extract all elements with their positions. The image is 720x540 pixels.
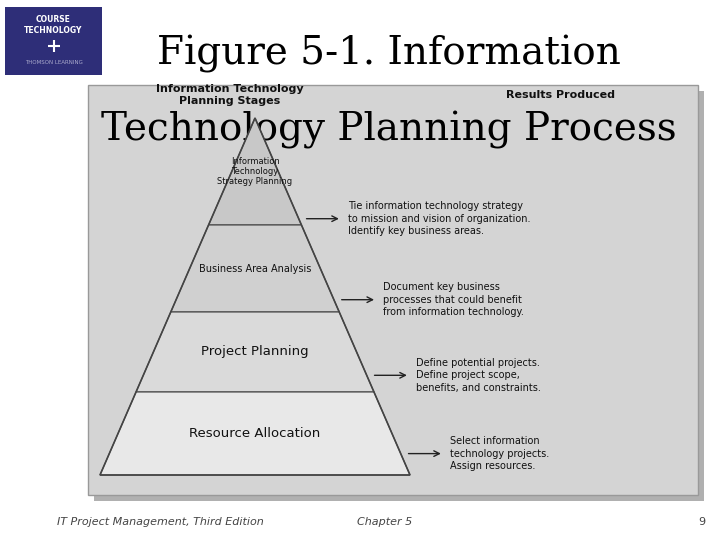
Text: Figure 5-1. Information: Figure 5-1. Information (157, 35, 621, 73)
Polygon shape (100, 392, 410, 475)
Text: COURSE: COURSE (36, 15, 71, 24)
Text: Project Planning: Project Planning (201, 346, 309, 359)
Text: 9: 9 (698, 517, 705, 527)
Polygon shape (209, 118, 302, 225)
Text: Document key business
processes that could benefit
from information technology.: Document key business processes that cou… (383, 282, 523, 317)
Text: Results Produced: Results Produced (505, 90, 614, 100)
Text: Chapter 5: Chapter 5 (357, 517, 413, 527)
Text: Information
Technology
Strategy Planning: Information Technology Strategy Planning (217, 157, 292, 186)
Bar (5, 7, 102, 75)
Bar (94, 91, 704, 501)
Text: TECHNOLOGY: TECHNOLOGY (24, 26, 83, 35)
Bar (88, 85, 698, 495)
Text: Technology Planning Process: Technology Planning Process (101, 111, 677, 148)
Text: THOMSON LEARNING: THOMSON LEARNING (24, 60, 82, 65)
Text: Information Technology
Planning Stages: Information Technology Planning Stages (156, 84, 304, 106)
Text: Business Area Analysis: Business Area Analysis (199, 264, 311, 273)
Polygon shape (171, 225, 339, 312)
Polygon shape (136, 312, 374, 392)
Text: Select information
technology projects.
Assign resources.: Select information technology projects. … (450, 436, 549, 471)
Text: Tie information technology strategy
to mission and vision of organization.
Ident: Tie information technology strategy to m… (348, 201, 530, 236)
Text: IT Project Management, Third Edition: IT Project Management, Third Edition (57, 517, 264, 527)
Text: Resource Allocation: Resource Allocation (189, 427, 320, 440)
Text: Define potential projects.
Define project scope,
benefits, and constraints.: Define potential projects. Define projec… (415, 358, 541, 393)
